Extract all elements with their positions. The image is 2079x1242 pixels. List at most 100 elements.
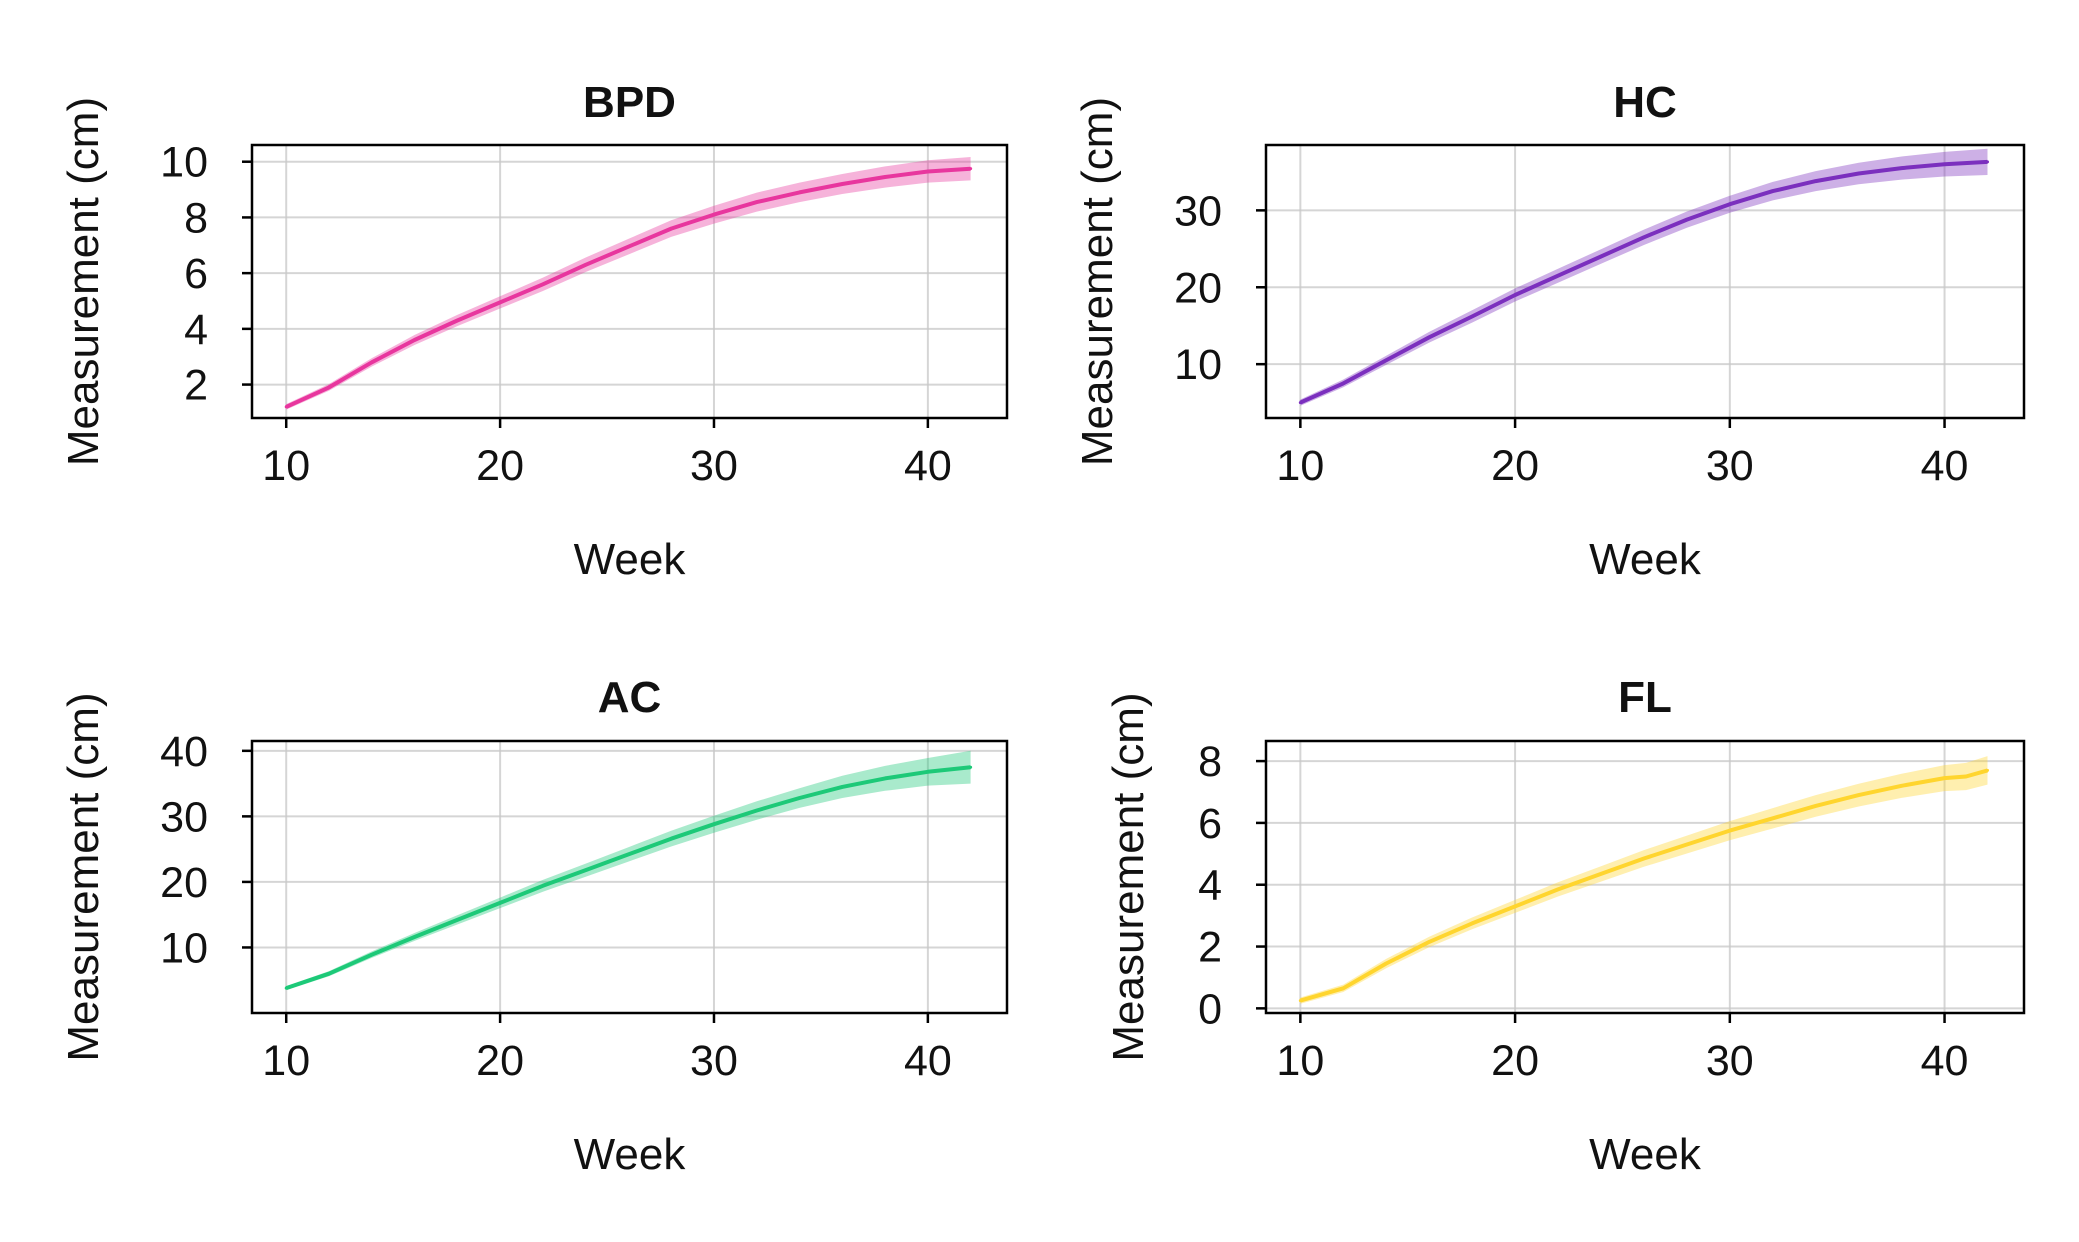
x-tick-label: 40 <box>1921 1037 1969 1085</box>
y-axis-label: Measurement (cm) <box>59 97 108 466</box>
data-point <box>284 405 288 409</box>
y-tick-label: 8 <box>1198 738 1222 786</box>
y-axis-label: Measurement (cm) <box>59 692 108 1061</box>
data-point <box>541 282 545 286</box>
data-point <box>455 319 459 322</box>
data-point <box>883 175 887 179</box>
series-line <box>285 166 971 409</box>
data-point <box>1513 904 1517 908</box>
data-point <box>455 918 459 922</box>
x-tick-label: 30 <box>690 1037 738 1085</box>
data-point <box>1685 218 1689 222</box>
data-point <box>1384 358 1388 362</box>
data-point <box>1771 189 1775 193</box>
y-tick-label: 4 <box>1198 862 1222 910</box>
x-tick-label: 30 <box>690 442 738 490</box>
data-point <box>1298 999 1302 1003</box>
y-tick-label: 6 <box>1198 800 1222 848</box>
data-point <box>1685 843 1689 847</box>
x-tick-label: 20 <box>1491 1037 1539 1085</box>
data-point <box>1470 314 1474 318</box>
series-line <box>1299 768 1989 1003</box>
data-point <box>798 190 802 194</box>
panel-bpd: 10 20 30 40 2 4 6 8 10 BPD Week Measurement (cm) <box>59 78 1009 584</box>
x-axis-label: Week <box>574 535 687 584</box>
data-point <box>498 901 502 905</box>
x-tick-label: 20 <box>1491 442 1539 490</box>
data-point <box>712 822 716 826</box>
data-point <box>712 213 716 217</box>
data-point <box>541 884 545 888</box>
x-tick-label: 10 <box>262 1037 310 1085</box>
data-point <box>413 935 417 939</box>
data-point <box>626 245 630 249</box>
confidence-band <box>1300 148 1988 406</box>
x-tick-label: 40 <box>904 442 952 490</box>
panel-ac: 10 20 30 40 10 20 30 40 AC Week Measurement (cm) <box>59 673 1009 1179</box>
confidence-band <box>286 157 971 410</box>
y-axis-label: Measurement (cm) <box>1073 97 1122 466</box>
plot-frame <box>250 739 1009 1015</box>
data-point <box>370 953 374 957</box>
data-point <box>1814 804 1818 808</box>
data-point <box>1298 401 1302 405</box>
data-point <box>370 360 374 364</box>
data-point <box>1814 179 1818 183</box>
data-point <box>1599 872 1603 876</box>
confidence-band <box>286 750 971 991</box>
panel-title: HC <box>1613 78 1677 127</box>
data-point <box>669 837 673 841</box>
data-point <box>1513 293 1517 297</box>
y-tick-label: 4 <box>184 306 208 354</box>
panel-title: FL <box>1618 673 1672 722</box>
data-point <box>840 182 844 186</box>
y-tick-label: 6 <box>184 250 208 298</box>
y-tick-label: 10 <box>1174 341 1222 389</box>
y-tick-label: 20 <box>1174 264 1222 312</box>
plot-frame <box>250 143 1009 420</box>
y-tick-label: 10 <box>160 139 208 187</box>
x-axis-label: Week <box>1589 1130 1702 1179</box>
plot-frame <box>1264 739 2026 1015</box>
x-tick-label: 20 <box>476 1037 524 1085</box>
x-axis-label: Week <box>574 1130 687 1179</box>
y-tick-label: 30 <box>160 793 208 841</box>
data-point <box>327 972 331 976</box>
data-point <box>926 770 930 774</box>
data-point <box>798 796 802 800</box>
data-point <box>1341 986 1345 990</box>
data-point <box>883 776 887 780</box>
x-tick-label: 10 <box>262 442 310 490</box>
data-point <box>1900 784 1904 788</box>
data-point <box>1427 335 1431 339</box>
x-tick-label: 10 <box>1276 1037 1324 1085</box>
x-tick-label: 40 <box>904 1037 952 1085</box>
data-point <box>1943 776 1947 780</box>
panel-title: AC <box>598 673 662 722</box>
y-tick-label: 20 <box>160 859 208 907</box>
data-point <box>498 300 502 304</box>
x-tick-label: 20 <box>476 442 524 490</box>
data-point <box>1728 829 1732 833</box>
data-point <box>1943 162 1947 166</box>
data-point <box>1556 887 1560 891</box>
panel-fl: 10 20 30 40 0 2 4 6 8 FL Week Measurement (cm) <box>1104 673 2026 1179</box>
data-point <box>755 200 759 204</box>
y-tick-label: 40 <box>160 728 208 776</box>
data-point <box>926 169 930 173</box>
data-point <box>584 263 588 267</box>
data-point <box>1728 202 1732 206</box>
data-point <box>669 227 673 231</box>
x-tick-label: 30 <box>1706 442 1754 490</box>
data-point <box>755 808 759 812</box>
data-point <box>413 338 417 342</box>
x-axis-label: Week <box>1589 535 1702 584</box>
data-point <box>1341 381 1345 385</box>
x-tick-label: 40 <box>1921 442 1969 490</box>
data-point <box>1599 255 1603 259</box>
data-point <box>1857 793 1861 797</box>
y-tick-label: 30 <box>1174 187 1222 235</box>
data-point <box>969 765 973 769</box>
confidence-band <box>1300 756 1988 1004</box>
